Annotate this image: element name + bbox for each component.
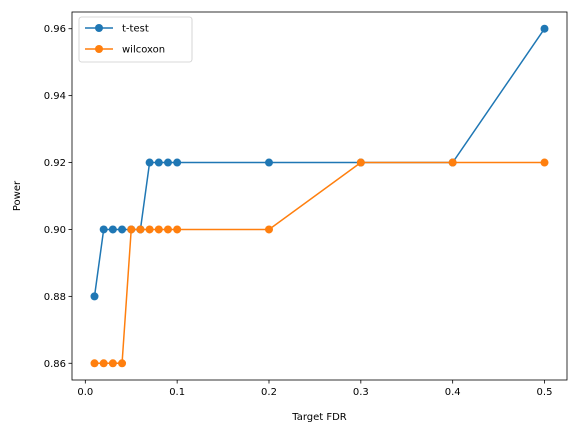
data-point-t-test bbox=[118, 225, 127, 234]
y-tick-label: 0.90 bbox=[44, 225, 66, 236]
data-point-wilcoxon bbox=[264, 225, 273, 234]
x-tick-label: 0.4 bbox=[445, 387, 461, 398]
data-point-t-test bbox=[154, 158, 163, 167]
data-point-t-test bbox=[264, 158, 273, 167]
data-point-wilcoxon bbox=[173, 225, 182, 234]
data-point-wilcoxon bbox=[163, 225, 172, 234]
data-point-wilcoxon bbox=[540, 158, 549, 167]
y-tick-label: 0.88 bbox=[44, 292, 66, 303]
data-point-t-test bbox=[173, 158, 182, 167]
legend: t-test wilcoxon bbox=[78, 16, 193, 63]
data-point-wilcoxon bbox=[90, 359, 99, 368]
x-tick-label: 0.3 bbox=[353, 387, 369, 398]
y-tick-label: 0.94 bbox=[44, 91, 66, 102]
data-point-wilcoxon bbox=[356, 158, 365, 167]
legend-marker-t-test bbox=[95, 24, 103, 32]
data-point-wilcoxon bbox=[136, 225, 145, 234]
data-point-t-test bbox=[99, 225, 108, 234]
y-axis-ticks: 0.86 0.88 0.90 0.92 0.94 0.96 bbox=[44, 24, 72, 370]
data-point-wilcoxon bbox=[127, 225, 136, 234]
y-tick-label: 0.86 bbox=[44, 359, 66, 370]
x-axis-ticks: 0.0 0.1 0.2 0.3 0.4 0.5 bbox=[77, 380, 552, 398]
x-axis-label: Target FDR bbox=[291, 412, 347, 423]
y-tick-label: 0.92 bbox=[44, 158, 66, 169]
data-point-t-test bbox=[145, 158, 154, 167]
data-point-t-test bbox=[163, 158, 172, 167]
legend-label-t-test: t-test bbox=[122, 24, 149, 35]
data-point-wilcoxon bbox=[154, 225, 163, 234]
data-point-wilcoxon bbox=[145, 225, 154, 234]
axes-frame bbox=[71, 11, 568, 381]
x-tick-label: 0.0 bbox=[77, 387, 93, 398]
legend-label-wilcoxon: wilcoxon bbox=[122, 45, 165, 56]
x-tick-label: 0.5 bbox=[537, 387, 553, 398]
data-point-wilcoxon bbox=[99, 359, 108, 368]
legend-marker-wilcoxon bbox=[95, 45, 103, 53]
y-tick-label: 0.96 bbox=[44, 24, 66, 35]
data-point-wilcoxon bbox=[118, 359, 127, 368]
data-point-wilcoxon bbox=[448, 158, 457, 167]
data-point-wilcoxon bbox=[108, 359, 117, 368]
x-tick-label: 0.2 bbox=[261, 387, 277, 398]
data-point-t-test bbox=[108, 225, 117, 234]
x-tick-label: 0.1 bbox=[169, 387, 185, 398]
data-point-t-test bbox=[90, 292, 99, 301]
y-axis-label: Power bbox=[12, 180, 23, 211]
data-point-t-test bbox=[540, 24, 549, 33]
plot-area bbox=[90, 24, 549, 368]
